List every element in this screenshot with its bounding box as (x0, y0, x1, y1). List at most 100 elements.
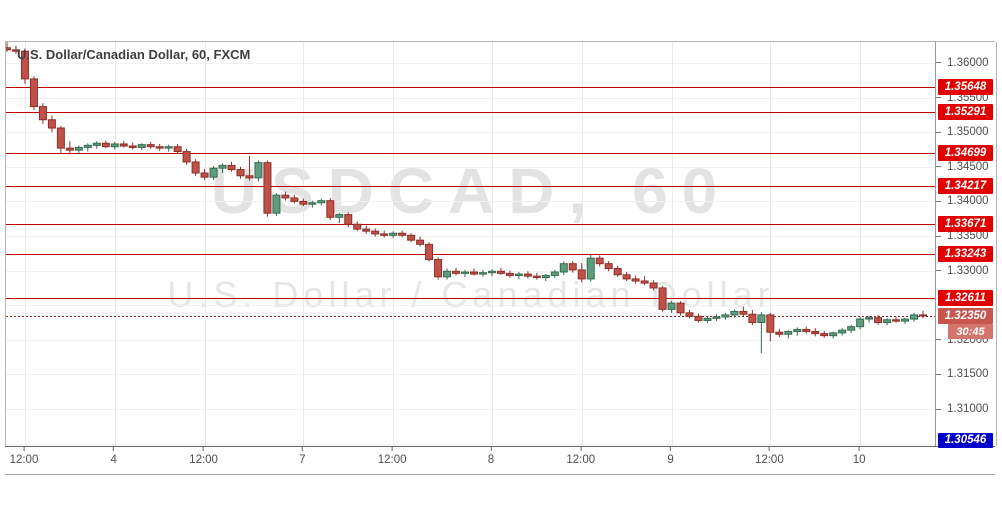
candle-body (92, 142, 101, 146)
time-tick-label: 12:00 (754, 454, 784, 466)
candle-body (398, 232, 407, 236)
candle-body (622, 274, 631, 280)
candle-body (514, 273, 523, 276)
alert-price-badge: 1.30546 (938, 432, 993, 448)
candle-body (919, 314, 927, 317)
candle-body (11, 49, 20, 52)
candle-body (335, 214, 344, 218)
candle-body (541, 274, 550, 279)
candle-body (820, 333, 829, 337)
candle-body (119, 143, 128, 147)
candle-body (694, 315, 703, 321)
candle-body (847, 326, 856, 331)
candle-body (434, 259, 443, 278)
candle-body (443, 270, 452, 278)
time-tick: 8 (488, 447, 494, 466)
time-tick-label: 12:00 (189, 454, 218, 466)
chart-legend-title[interactable]: U.S. Dollar/Canadian Dollar, 60, FXCM (17, 47, 251, 62)
price-tick-mark (936, 235, 941, 237)
candle-body (658, 287, 667, 310)
candle-body (586, 257, 595, 280)
candle-body (766, 314, 775, 333)
time-tick: 9 (667, 447, 674, 466)
time-tick: 7 (299, 447, 306, 466)
candle-body (595, 257, 604, 265)
price-tick-mark (936, 339, 941, 341)
candle-body (757, 314, 766, 324)
candle-body (865, 317, 874, 320)
time-axis[interactable]: 12:00 4 12:00 7 12:00 8 12:00 9 12:00 10 (5, 446, 995, 475)
time-tick-mark (670, 447, 672, 451)
candle-body (496, 270, 505, 274)
time-tick-label: 12:00 (566, 454, 596, 466)
time-tick-label: 8 (487, 454, 495, 466)
time-tick-mark (858, 447, 860, 451)
candle-body (38, 106, 47, 121)
candle-body (469, 271, 478, 275)
candle-body (901, 318, 910, 322)
candle-body (29, 78, 38, 108)
level-price-badge: 1.34217 (938, 178, 993, 195)
candle-body (407, 234, 416, 241)
price-tick-label: 1.35000 (936, 125, 996, 139)
candle-body (613, 268, 622, 276)
candle-body (487, 270, 496, 274)
candle-body (550, 271, 559, 276)
candle-body (326, 200, 335, 218)
candle-body (784, 331, 793, 335)
candle-body (739, 310, 748, 315)
candle-body (83, 144, 92, 148)
price-tick-mark (936, 62, 941, 64)
candle-body (631, 278, 640, 282)
candle-body (200, 172, 209, 178)
candle-body (299, 200, 308, 205)
time-tick-label: 12:00 (9, 454, 39, 466)
candle-body (182, 151, 191, 163)
level-price-badge: 1.35291 (938, 104, 993, 121)
candle-body (371, 230, 380, 235)
time-tick-label: 10 (852, 454, 866, 466)
candle-body (559, 263, 568, 273)
level-price-badge: 1.33243 (938, 245, 993, 262)
time-tick: 12:00 (378, 447, 407, 466)
price-axis[interactable]: 1.36000 1.35500 1.35000 1.34500 1.34000 1.335… (935, 42, 997, 448)
time-tick-label: 12:00 (377, 454, 407, 466)
level-price-badge: 1.33671 (938, 216, 993, 233)
candle-body (478, 272, 487, 275)
candle-body (209, 167, 218, 178)
candle-body (101, 142, 110, 148)
time-tick-mark (768, 447, 770, 451)
candle-body (56, 127, 65, 149)
price-tick-mark (936, 270, 941, 272)
candle-body (218, 164, 227, 169)
candle-body (640, 280, 649, 284)
time-tick-label: 7 (299, 454, 306, 466)
candle-body (604, 263, 613, 270)
time-tick-mark (391, 447, 393, 451)
candle-body (856, 318, 865, 328)
candle-body (389, 232, 398, 236)
time-tick: 10 (853, 447, 866, 466)
candle-body (110, 143, 119, 148)
candle-body (281, 194, 290, 199)
candle-body (676, 302, 685, 314)
time-tick: 4 (111, 447, 117, 466)
candle-body (6, 47, 11, 51)
time-tick-mark (203, 447, 205, 451)
candle-body (667, 302, 676, 310)
price-tick-mark (936, 131, 941, 133)
price-tick-label: 1.33000 (936, 264, 996, 278)
candle-body (568, 263, 577, 271)
candle-body (146, 144, 155, 148)
candle-body (685, 312, 694, 317)
candle-body (65, 147, 74, 151)
candle-body (227, 164, 236, 171)
chart-plot-area[interactable]: USDCAD, 60 U.S. Dollar / Canadian Dollar… (5, 42, 936, 446)
candle-body (380, 233, 389, 236)
candle-body (20, 50, 29, 80)
candle-body (802, 328, 811, 333)
candle-body (74, 146, 83, 151)
candle-body (532, 275, 541, 279)
candlestick-chart-canvas[interactable] (6, 42, 936, 446)
